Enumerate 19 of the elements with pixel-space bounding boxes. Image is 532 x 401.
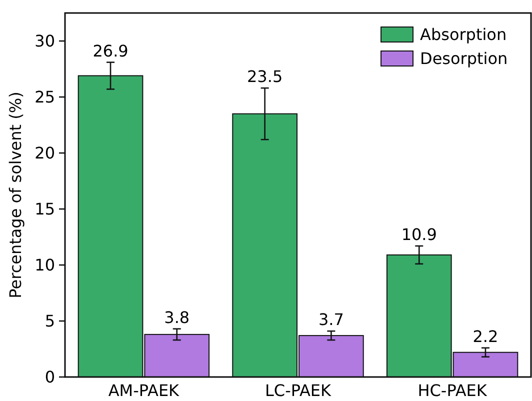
y-tick-label: 0: [44, 368, 55, 387]
y-tick-label: 5: [44, 312, 55, 331]
data-label: 26.9: [92, 41, 128, 60]
legend-label: Desorption: [420, 49, 508, 68]
y-tick-label: 10: [34, 256, 55, 275]
y-tick-label: 25: [34, 88, 55, 107]
data-label: 3.8: [164, 308, 190, 327]
data-label: 10.9: [401, 224, 437, 244]
x-tick-label: LC-PAEK: [264, 381, 332, 400]
data-label: 2.2: [472, 326, 498, 346]
data-label: 3.7: [318, 310, 344, 330]
x-tick-label: AM-PAEK: [108, 381, 180, 400]
y-tick-label: 15: [34, 200, 55, 219]
x-tick-label: HC-PAEK: [418, 381, 488, 400]
data-label: 23.5: [247, 67, 283, 86]
y-axis-title: Percentage of solvent (%): [6, 92, 25, 298]
legend-label: Absorption: [420, 25, 507, 44]
y-tick-label: 20: [34, 144, 55, 163]
y-tick-label: 30: [34, 32, 55, 51]
